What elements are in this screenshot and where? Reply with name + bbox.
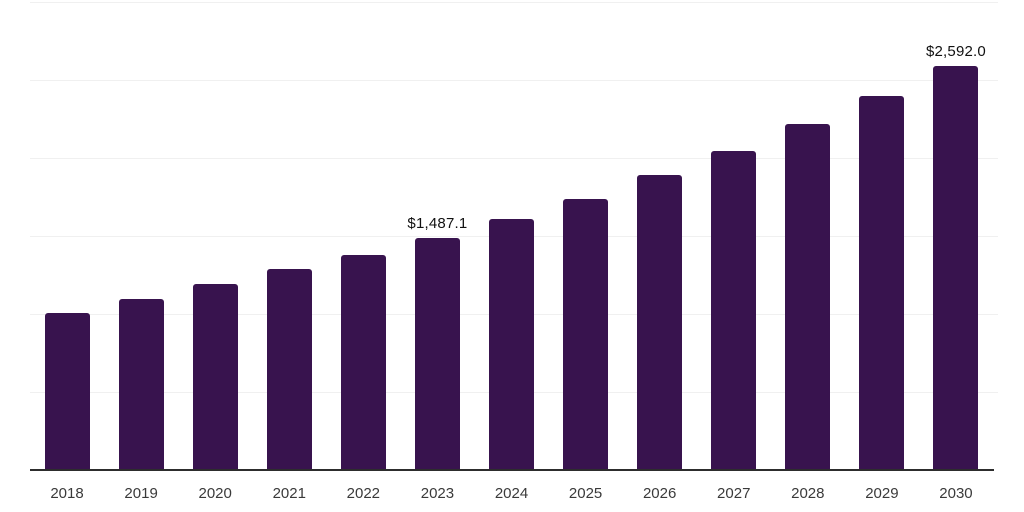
- x-tick-label-2020: 2020: [198, 485, 232, 502]
- x-tick-label-2021: 2021: [272, 485, 306, 502]
- gridline-3000: [30, 2, 998, 3]
- bar-slot-2026: [623, 2, 697, 470]
- bars: $1,487.1 $2,592.0: [30, 2, 993, 470]
- bar-2030: [933, 65, 979, 470]
- x-tick-label-2024: 2024: [494, 485, 529, 502]
- bar-slot-2029: [845, 2, 919, 470]
- bar-slot-2024: [474, 2, 548, 470]
- bar-2023: [414, 238, 460, 470]
- x-tick-label-2019: 2019: [124, 485, 158, 502]
- x-tick-label-2018: 2018: [50, 485, 84, 502]
- x-tick-label-2025: 2025: [568, 485, 603, 502]
- bar-2028: [785, 124, 831, 470]
- bar-slot-2022: [326, 2, 400, 470]
- bar-2022: [340, 255, 386, 470]
- bar-2029: [859, 96, 905, 470]
- bar-2020: [192, 284, 238, 470]
- x-tick-label-2026: 2026: [642, 485, 677, 502]
- bar-slot-2020: [178, 2, 252, 470]
- x-tick-label-2028: 2028: [791, 485, 825, 502]
- bar-slot-2018: [30, 2, 104, 470]
- bar-2027: [711, 151, 757, 470]
- bar-2021: [266, 269, 312, 470]
- bar-2019: [118, 299, 164, 470]
- x-tick-label-2022: 2022: [346, 485, 381, 502]
- bar-slot-2021: [252, 2, 326, 470]
- bar-slot-2025: [549, 2, 623, 470]
- bar-slot-2023: $1,487.1: [400, 2, 474, 470]
- bar-2025: [563, 198, 609, 470]
- x-tick-label-2029: 2029: [865, 485, 899, 502]
- bar-slot-2028: [771, 2, 845, 470]
- bar-slot-2030: $2,592.0: [919, 2, 993, 470]
- x-axis-labels: 2018 2019 2020 2021 2022 2023 2024 2025 2026 2027…: [30, 484, 993, 504]
- bar-value-label-2030: $2,592.0: [925, 42, 986, 60]
- bar-slot-2019: [104, 2, 178, 470]
- gridline-2500: [30, 80, 998, 81]
- x-tick-label-2023: 2023: [420, 485, 455, 502]
- bar-2024: [489, 219, 534, 470]
- x-tick-label-2027: 2027: [717, 485, 751, 502]
- bar-slot-2027: [697, 2, 771, 470]
- gridline-2000: [30, 158, 998, 159]
- x-tick-label-2030: 2030: [939, 485, 973, 502]
- x-axis-line: [30, 469, 994, 471]
- bar-2018: [44, 313, 90, 470]
- bar-value-label-2023: $1,487.1: [407, 215, 468, 233]
- bar-2026: [637, 175, 683, 470]
